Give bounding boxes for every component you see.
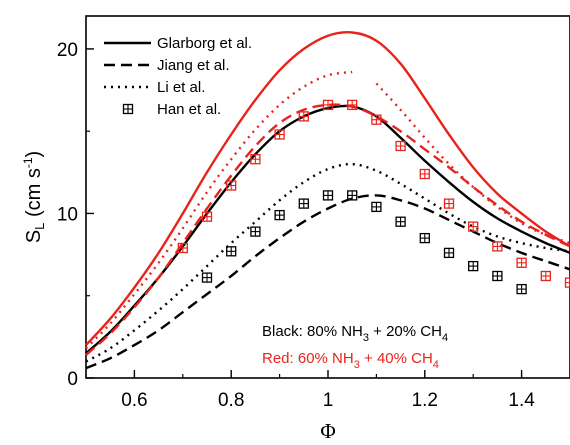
data-point-han-red [443,198,455,209]
series-line-jiang-red [85,103,570,356]
data-point-han-red [201,211,213,222]
data-point-han-black [468,260,479,272]
data-point-han-black [274,209,285,221]
y-tick-label: 20 [57,40,78,61]
marker-layer [177,99,570,295]
series-layer [85,31,570,370]
data-point-han-red [298,111,309,122]
data-point-han-red [226,180,237,191]
data-point-han-black [322,190,334,201]
data-point-han-red [274,129,285,140]
x-tick-label: 0.8 [218,390,244,411]
data-point-han-red [468,221,479,232]
data-point-han-black [419,232,430,244]
x-tick-label: 1.2 [412,390,438,411]
x-tick-label: 1.4 [508,390,535,411]
data-point-han-black [298,198,309,209]
data-point-han-red [250,154,261,165]
x-axis-label: Φ [320,419,335,443]
legend: Glarborg et al. Jiang et al. Li et al. H… [104,35,252,118]
data-point-han-black [226,246,237,257]
x-tick-label: 1 [323,390,334,411]
data-point-han-red [419,168,430,180]
legend-label-han: Han et al. [157,101,221,118]
y-axis-label: SL (cm s-1) [21,151,47,243]
data-point-han-red [371,114,382,125]
legend-label-li: Li et al. [157,79,205,96]
x-tick-label: 0.6 [121,390,147,411]
legend-label-glarborg: Glarborg et al. [157,35,252,52]
data-point-han-red [564,277,570,288]
series-line-li-red [375,82,570,245]
data-point-han-red [177,242,188,254]
series-line-li-red [85,70,353,350]
data-point-han-red [347,99,358,111]
data-point-han-black [443,247,455,259]
legend-label-jiang: Jiang et al. [157,57,230,74]
legend-swatch-marker [122,103,134,115]
annotation-red-mixture: Red: 60% NH3 + 40% CH4 [262,350,439,371]
y-tick-label: 0 [67,369,78,390]
annotation-black-mixture: Black: 80% NH3 + 20% CH4 [262,323,448,344]
series-line-li-black [85,162,570,363]
y-tick-label: 10 [57,204,78,225]
data-point-han-black [347,190,358,201]
series-line-jiang-black [85,194,570,370]
data-point-han-black [516,283,527,295]
series-line-glarborg-black [85,104,570,355]
data-point-han-red [540,270,551,282]
data-point-han-black [492,270,503,282]
data-point-han-black [371,201,382,213]
data-point-han-black [201,272,213,283]
data-point-han-red [516,257,527,268]
data-point-han-red [395,140,406,152]
data-point-han-red [322,99,334,111]
series-line-glarborg-red [85,31,570,346]
data-point-han-red [492,241,503,252]
tick-layer: 0.6 0.8 1 1.2 1.4 0 10 20 [57,40,570,411]
data-point-han-black [250,226,261,237]
data-point-han-black [395,216,406,227]
